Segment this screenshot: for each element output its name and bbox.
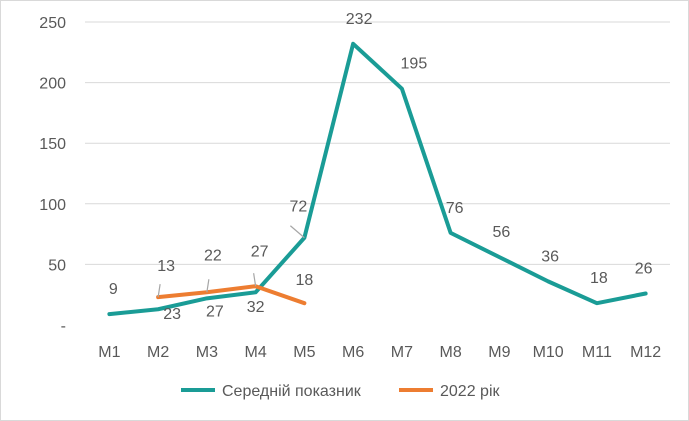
x-tick-label: M3	[196, 344, 218, 361]
x-tick-label: M9	[488, 344, 510, 361]
data-label: 76	[446, 200, 464, 217]
legend: Середній показник 2022 рік	[181, 383, 500, 400]
data-label: 13	[157, 258, 175, 275]
series-lines	[107, 41, 648, 317]
data-label: 27	[251, 243, 269, 260]
x-tick-label: M7	[391, 344, 413, 361]
x-tick-label: M4	[245, 344, 267, 361]
y-tick-label: 200	[39, 76, 66, 93]
x-tick-label: M6	[342, 344, 364, 361]
data-label: 32	[247, 299, 265, 316]
data-label: 232	[346, 11, 373, 28]
grid-lines	[85, 21, 670, 265]
legend-label-avg: Середній показник	[222, 383, 362, 400]
x-tick-label: M10	[533, 344, 564, 361]
x-tick-label: M12	[630, 344, 661, 361]
y-tick-label: 50	[48, 257, 66, 274]
y-tick-label: -	[61, 318, 66, 335]
data-label: 26	[635, 260, 653, 277]
label-leader-line	[253, 273, 257, 287]
x-tick-label: M5	[293, 344, 315, 361]
data-label: 36	[541, 248, 559, 265]
data-label: 195	[401, 56, 428, 73]
y-tick-label: 150	[39, 136, 66, 153]
legend-label-2022: 2022 рік	[440, 383, 500, 400]
label-leader-line	[289, 225, 305, 239]
data-label: 56	[492, 224, 510, 241]
label-leader-line	[206, 279, 210, 293]
data-label: 22	[204, 247, 222, 264]
x-tick-label: M11	[582, 344, 612, 361]
data-label: 72	[289, 199, 307, 216]
data-label: 9	[109, 281, 118, 298]
axis-labels: - 50 100 150 200 250 M1 M2 M3 M4 M5 M6 M7 M8 M9 M10 M11 M…	[39, 15, 661, 361]
data-label: 18	[590, 270, 608, 287]
y-tick-label: 100	[39, 197, 66, 214]
label-leader-line	[157, 284, 161, 298]
x-tick-label: M1	[98, 344, 120, 361]
y-tick-label: 250	[39, 15, 66, 32]
data-label: 23	[163, 306, 181, 323]
series-line-1	[156, 284, 307, 306]
data-labels: 9 13 22 27 72 232 195 76 56 36 18 26 23 27 32 18	[109, 11, 653, 323]
x-tick-label: M2	[147, 344, 169, 361]
data-label: 18	[295, 272, 313, 289]
series-line-0	[107, 41, 648, 317]
x-tick-label: M8	[440, 344, 462, 361]
data-label: 27	[206, 303, 224, 320]
